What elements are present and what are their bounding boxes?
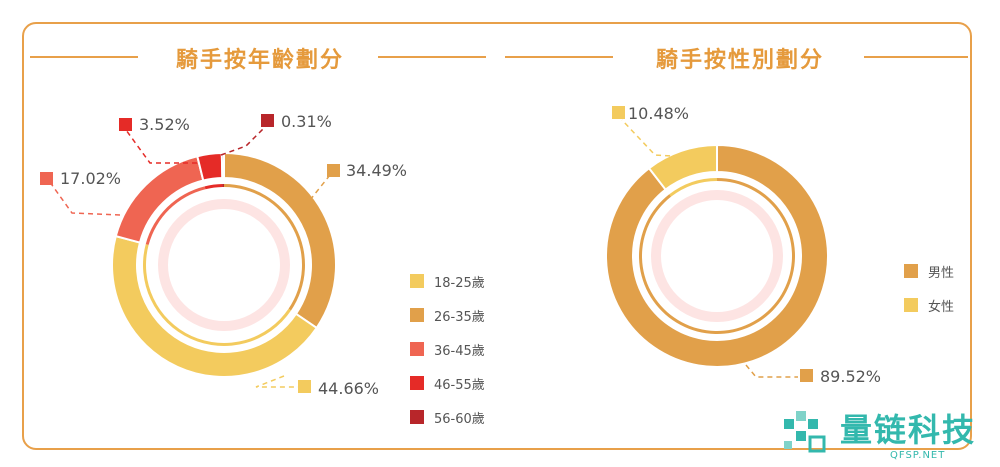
- legend-item-1-1: 女性: [904, 296, 955, 315]
- inner-ring-0: [158, 199, 290, 331]
- leader-line-0-0: [255, 375, 298, 388]
- inner-arc-0-1: [224, 184, 305, 311]
- legend-item-0-3: 46-55歲: [410, 374, 485, 393]
- inner-arc-0-3: [204, 184, 223, 190]
- separator-ring-1: [635, 174, 799, 338]
- data-label-1-1: 10.48%: [628, 104, 689, 123]
- leader-line-1-1: [621, 119, 689, 158]
- title-rule-right-1: [505, 56, 613, 58]
- slice-1-0: [605, 143, 829, 368]
- watermark-site: QFSP.NET: [890, 450, 946, 461]
- legend-label-0-0: 18-25歲: [434, 275, 485, 291]
- data-label-0-1: 34.49%: [346, 161, 407, 180]
- legend-label-0-4: 56-60歲: [434, 411, 485, 427]
- leader-line-0-2: [46, 177, 121, 216]
- legend-label-0-2: 36-45歲: [434, 343, 485, 359]
- separator-ring-0: [139, 180, 309, 350]
- title-rule-right-2: [864, 56, 968, 58]
- legend-swatch-0-1: [410, 308, 424, 322]
- label-swatch-1-1: [612, 106, 625, 119]
- data-label-1-0: 89.52%: [820, 367, 881, 386]
- watermark-brand: 量链科技: [840, 411, 977, 449]
- slice-0-4: [220, 151, 225, 180]
- gender-legend: 男性 女性: [904, 262, 954, 330]
- inner-arc-1-0: [639, 178, 795, 335]
- legend-label-0-1: 26-35歲: [434, 309, 485, 325]
- legend-swatch-0-4: [410, 410, 424, 424]
- legend-item-0-4: 56-60歲: [410, 408, 485, 427]
- gender-chart-title: 騎手按性別劃分: [655, 48, 824, 73]
- legend-item-0-1: 26-35歲: [410, 306, 485, 325]
- leader-line-1-0: [745, 364, 798, 378]
- title-rule-left-2: [378, 56, 486, 58]
- age-legend: 18-25歲 26-35歲 36-45歲 46-55歲 56-60歲: [410, 272, 485, 442]
- legend-swatch-1-0: [904, 264, 918, 278]
- data-label-0-2: 17.02%: [60, 169, 121, 188]
- leader-line-0-3: [125, 129, 206, 164]
- data-label-0-3: 3.52%: [139, 115, 190, 134]
- data-label-0-0: 44.66%: [318, 379, 379, 398]
- legend-item-0-2: 36-45歲: [410, 340, 485, 359]
- inner-arc-1-1: [669, 178, 717, 197]
- legend-swatch-0-2: [410, 342, 424, 356]
- slice-0-2: [114, 155, 205, 244]
- label-swatch-0-1: [327, 164, 340, 177]
- leader-line-0-4: [220, 123, 269, 156]
- leader-line-0-1: [309, 174, 332, 201]
- label-swatch-0-2: [40, 172, 53, 185]
- label-swatch-0-0: [298, 380, 311, 393]
- label-swatch-1-0: [800, 369, 813, 382]
- legend-label-1-1: 女性: [928, 299, 955, 315]
- age-chart-title: 騎手按年齡劃分: [175, 48, 344, 73]
- legend-label-1-0: 男性: [928, 265, 955, 281]
- legend-item-0-0: 18-25歲: [410, 272, 485, 291]
- data-label-0-4: 0.31%: [281, 112, 332, 131]
- label-swatch-0-3: [119, 118, 132, 131]
- title-rule-left-1: [30, 56, 138, 58]
- legend-swatch-1-1: [904, 298, 918, 312]
- legend-swatch-0-3: [410, 376, 424, 390]
- chart-frame: [22, 22, 972, 450]
- inner-arc-0-4: [222, 184, 224, 188]
- legend-item-1-0: 男性: [904, 262, 955, 281]
- inner-ring-1: [651, 190, 783, 322]
- watermark-logo: 量链科技 QFSP.NET: [780, 405, 990, 465]
- label-swatch-0-4: [261, 114, 274, 127]
- legend-label-0-3: 46-55歲: [434, 377, 485, 393]
- qlink-logo-icon: [784, 411, 826, 453]
- legend-swatch-0-0: [410, 274, 424, 288]
